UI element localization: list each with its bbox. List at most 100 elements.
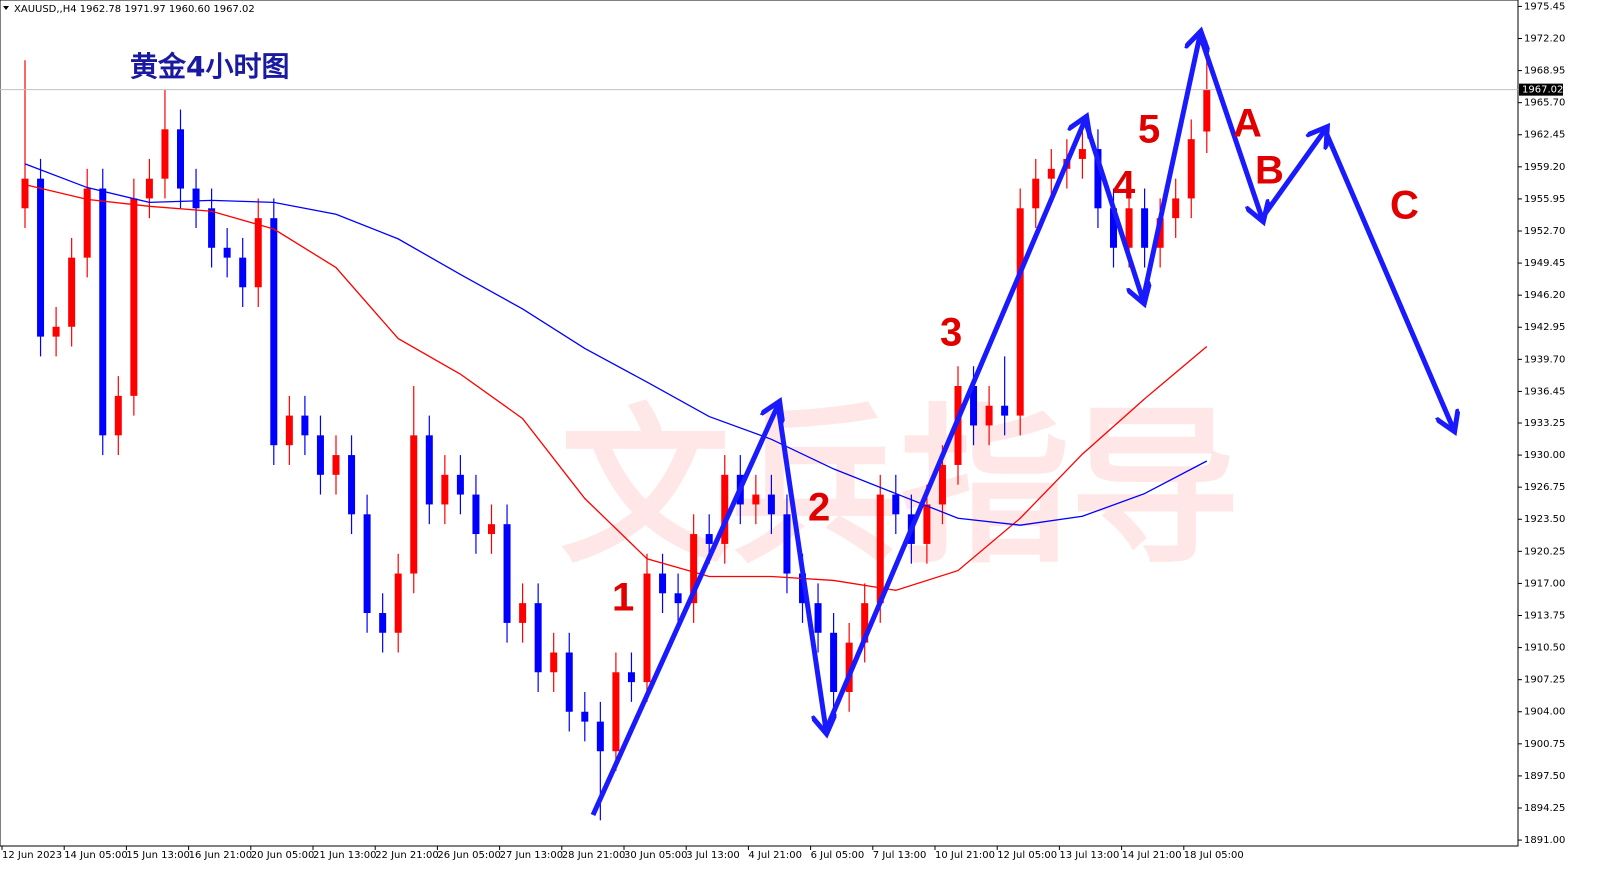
x-tick-label: 14 Jul 21:00 <box>1122 850 1182 861</box>
candle-body <box>192 188 200 209</box>
candle-body <box>99 188 107 436</box>
y-tick-label: 1923.50 <box>1524 514 1565 525</box>
candle-body <box>348 455 356 515</box>
candle-body <box>472 494 480 535</box>
candle-body <box>208 208 216 248</box>
candle-body <box>565 652 573 712</box>
x-tick-label: 28 Jun 21:00 <box>562 850 626 861</box>
candle-body <box>674 593 682 604</box>
header-icon <box>3 6 9 10</box>
candle-body <box>270 218 278 446</box>
arrow <box>1082 119 1143 300</box>
y-tick-label: 1968.95 <box>1524 66 1565 77</box>
y-tick-label: 1920.25 <box>1524 546 1565 557</box>
candle-body <box>68 257 76 327</box>
candle-body <box>861 603 869 643</box>
candle-body <box>1203 89 1211 132</box>
arrow <box>1259 130 1325 220</box>
candle-body <box>627 672 635 683</box>
candle-body <box>799 573 806 604</box>
x-tick-label: 6 Jul 05:00 <box>811 850 865 861</box>
y-tick-label: 1975.45 <box>1524 1 1565 12</box>
candle-body <box>830 632 838 693</box>
candle-body <box>161 129 169 179</box>
candle-body <box>239 257 247 288</box>
y-tick-label: 1894.25 <box>1524 803 1565 814</box>
y-tick-label: 1962.45 <box>1524 130 1565 141</box>
x-tick-label: 15 Jun 13:00 <box>126 850 190 861</box>
x-tick-label: 4 Jul 21:00 <box>748 850 802 861</box>
candle-body <box>37 178 45 337</box>
candle-body <box>659 573 667 594</box>
arrow <box>1197 34 1262 218</box>
candle-body <box>970 385 978 426</box>
candle-body <box>1110 208 1117 248</box>
wave-arrows <box>590 34 1453 817</box>
candle-body <box>1125 208 1133 248</box>
y-tick-label: 1907.25 <box>1524 675 1565 686</box>
y-tick-label: 1959.20 <box>1524 162 1565 173</box>
candle-body <box>612 672 620 752</box>
candle-body <box>581 711 589 722</box>
candle-body <box>379 613 387 633</box>
candle-body <box>892 494 900 515</box>
y-tick-label: 1891.00 <box>1524 835 1565 846</box>
candle-body <box>519 603 527 623</box>
candle-body <box>223 247 231 258</box>
wave-label: B <box>1255 149 1284 193</box>
y-tick-label: 1955.95 <box>1524 194 1565 205</box>
candle-body <box>503 524 511 623</box>
candle-body <box>721 474 729 544</box>
candle-body <box>985 405 993 426</box>
plot-area <box>0 0 1519 847</box>
candle-body <box>332 455 340 475</box>
x-tick-label: 14 Jun 05:00 <box>64 850 128 861</box>
candle-body <box>145 178 153 199</box>
y-tick-label: 1946.20 <box>1524 290 1565 301</box>
candle-body <box>783 514 791 574</box>
candle-body <box>690 534 698 604</box>
wave-label: C <box>1390 184 1419 228</box>
candle-body <box>845 642 853 693</box>
candle-body <box>21 178 29 209</box>
y-tick-label: 1942.95 <box>1524 322 1565 333</box>
candle-body <box>316 435 324 475</box>
candle-body <box>488 524 495 535</box>
candle-body <box>938 464 946 505</box>
candle-body <box>1187 139 1195 199</box>
candle-body <box>876 494 884 604</box>
candle-body <box>1141 208 1149 248</box>
y-tick-label: 1917.00 <box>1524 578 1565 589</box>
y-tick-label: 1910.50 <box>1524 643 1565 654</box>
wave-label: 4 <box>1113 164 1136 208</box>
candle-body <box>363 514 371 614</box>
arrow <box>1140 35 1200 301</box>
arrow <box>1322 129 1453 428</box>
candle-body <box>285 415 293 446</box>
arrow <box>823 120 1085 731</box>
y-tick-label: 1913.75 <box>1524 610 1565 621</box>
candle-body <box>1016 208 1024 416</box>
y-tick-label: 1900.75 <box>1524 739 1565 750</box>
price-tag <box>1519 83 1563 96</box>
arrow <box>590 405 778 817</box>
candle-body <box>254 218 262 288</box>
wave-label: 3 <box>940 311 962 355</box>
candle-body <box>52 326 60 337</box>
x-tick-label: 30 Jun 05:00 <box>624 850 688 861</box>
candle-body <box>425 435 433 505</box>
candle-body <box>1172 198 1180 219</box>
header: XAUUSD,,H4 1962.78 1971.97 1960.60 1967.… <box>14 4 255 15</box>
candle-body <box>83 188 91 258</box>
candle-body <box>1078 149 1086 159</box>
candle-body <box>596 721 604 752</box>
y-tick-label: 1972.20 <box>1524 33 1565 44</box>
wave-label: 2 <box>808 486 830 530</box>
x-tick-label: 13 Jul 13:00 <box>1059 850 1119 861</box>
y-tick-label: 1936.45 <box>1524 386 1565 397</box>
candle-body <box>410 435 418 574</box>
x-tick-label: 18 Jul 05:00 <box>1184 850 1244 861</box>
candle-body <box>441 474 449 505</box>
candle-body <box>767 494 775 515</box>
